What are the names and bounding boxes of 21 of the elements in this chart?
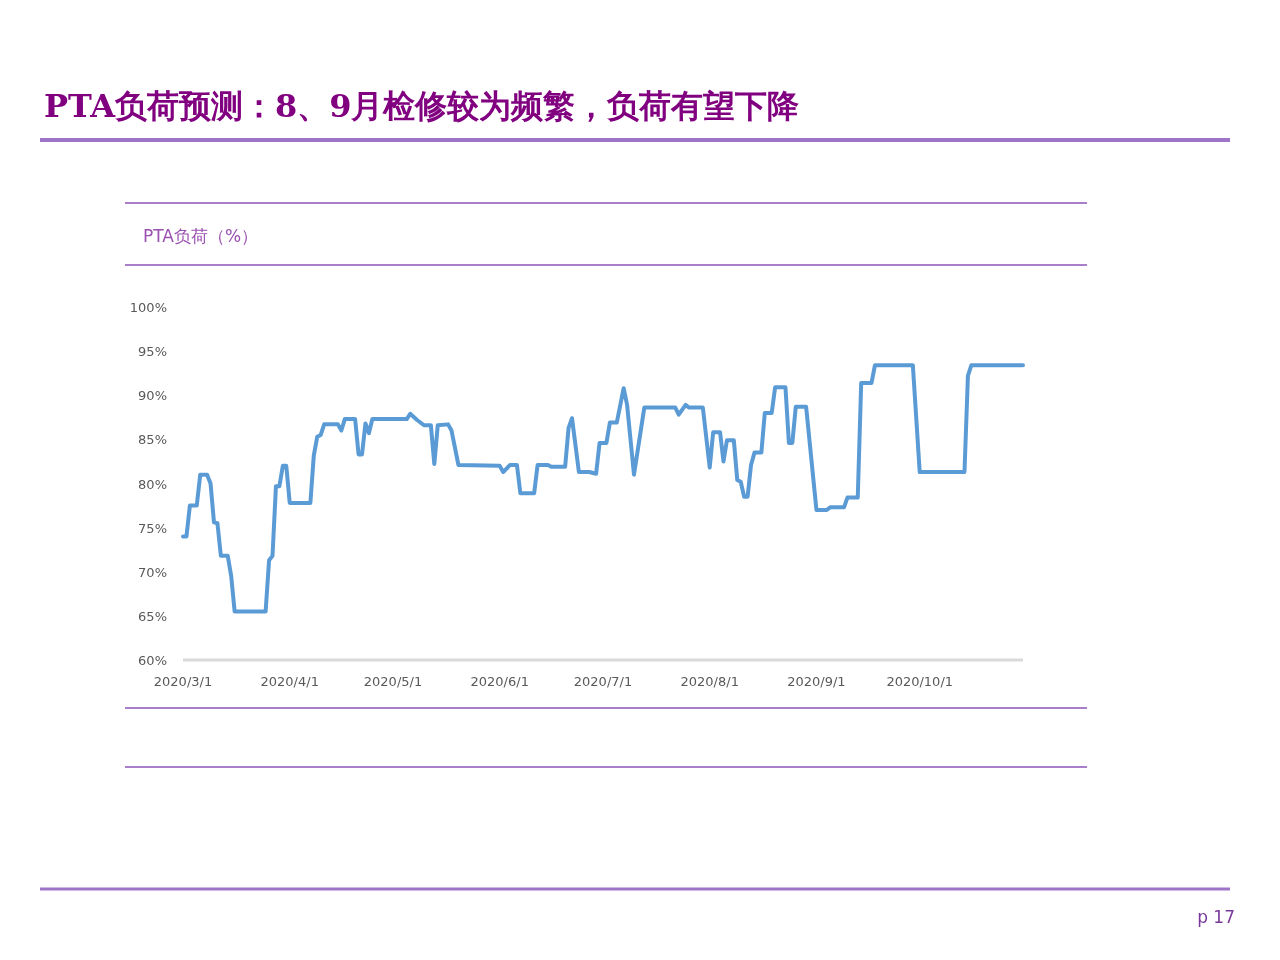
x-tick-label: 2020/3/1 [153, 674, 213, 689]
y-tick-label: 70% [138, 564, 167, 580]
y-tick-label: 80% [138, 476, 167, 492]
chart-title: PTA负荷预测：8、9月检修较为频繁，负荷有望下降 [44, 87, 800, 125]
x-tick-label: 2020/8/1 [680, 674, 739, 689]
chart-subtitle: PTA负荷（%） [143, 226, 259, 246]
y-tick-label: 100% [129, 300, 167, 315]
y-tick-label: 85% [138, 432, 167, 448]
x-tick-label: 2020/5/1 [363, 674, 423, 689]
y-tick-label: 90% [138, 388, 167, 404]
y-tick-label: 95% [138, 344, 167, 360]
x-tick-label: 2020/6/1 [470, 674, 529, 689]
y-tick-label: 60% [138, 653, 167, 668]
x-tick-label: 2020/7/1 [573, 674, 633, 689]
x-tick-label: 2020/4/1 [260, 674, 319, 689]
x-tick-label: 2020/10/1 [886, 674, 954, 689]
y-tick-label: 75% [138, 520, 167, 536]
x-tick-label: 2020/9/1 [787, 674, 846, 689]
y-tick-label: 65% [138, 608, 167, 624]
text: p 17 [1197, 907, 1235, 927]
line-series [181, 363, 1025, 614]
